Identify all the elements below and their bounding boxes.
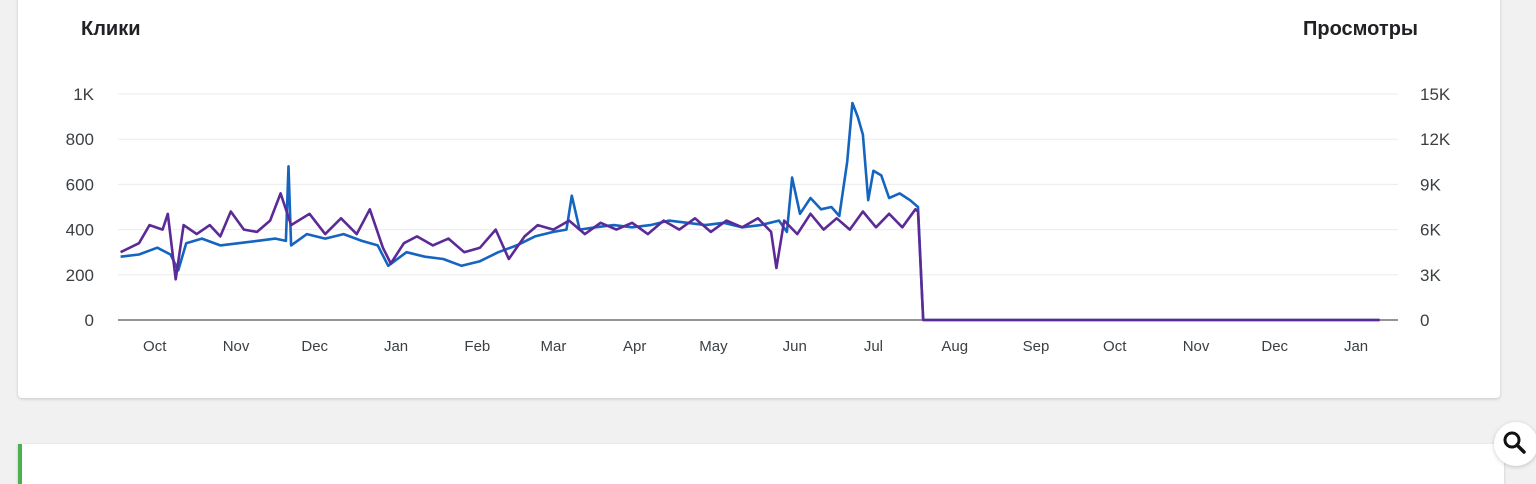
clicks-series-line bbox=[120, 101, 1380, 322]
month-tick-label: Jan bbox=[1344, 338, 1368, 355]
left-tick-label: 400 bbox=[66, 221, 94, 240]
search-button[interactable] bbox=[1494, 422, 1536, 466]
right-tick-label: 6K bbox=[1420, 221, 1441, 240]
left-axis-title: Клики bbox=[81, 18, 141, 40]
month-tick-label: Jul bbox=[864, 338, 883, 355]
month-tick-label: Sep bbox=[1023, 338, 1050, 355]
month-tick-label: Nov bbox=[1183, 338, 1210, 355]
right-tick-label: 9K bbox=[1420, 175, 1441, 194]
performance-line-chart: 0 0 200 3K 400 6K 600 9K 800 12K 1K 15K Oct Nov Dec Jan… bbox=[66, 85, 1451, 355]
left-tick-label: 200 bbox=[66, 266, 94, 285]
month-tick-label: Nov bbox=[223, 338, 250, 355]
next-card bbox=[18, 444, 1504, 484]
month-tick-label: Dec bbox=[1261, 338, 1288, 355]
month-tick-label: Dec bbox=[301, 338, 328, 355]
left-tick-label: 800 bbox=[66, 130, 94, 149]
month-tick-label: Oct bbox=[143, 338, 167, 355]
month-tick-label: Aug bbox=[941, 338, 968, 355]
search-icon bbox=[1503, 431, 1526, 454]
right-tick-label: 12K bbox=[1420, 130, 1451, 149]
left-tick-label: 1K bbox=[73, 85, 94, 104]
month-tick-label: May bbox=[699, 338, 728, 355]
month-tick-label: Apr bbox=[623, 338, 646, 355]
chart-card: Клики Просмотры 0 0 200 3K 400 6K 600 9K 800 12K 1… bbox=[18, 0, 1500, 398]
month-tick-label: Jan bbox=[384, 338, 408, 355]
views-series-line bbox=[120, 192, 1380, 322]
right-tick-label: 3K bbox=[1420, 266, 1441, 285]
right-tick-label: 0 bbox=[1420, 311, 1429, 330]
month-tick-label: Feb bbox=[464, 338, 490, 355]
right-axis-title: Просмотры bbox=[1302, 18, 1418, 40]
right-tick-label: 15K bbox=[1420, 85, 1451, 104]
month-tick-label: Oct bbox=[1103, 338, 1127, 355]
left-tick-label: 600 bbox=[66, 175, 94, 194]
month-tick-label: Jun bbox=[783, 338, 807, 355]
left-tick-label: 0 bbox=[85, 311, 94, 330]
month-tick-label: Mar bbox=[540, 338, 566, 355]
